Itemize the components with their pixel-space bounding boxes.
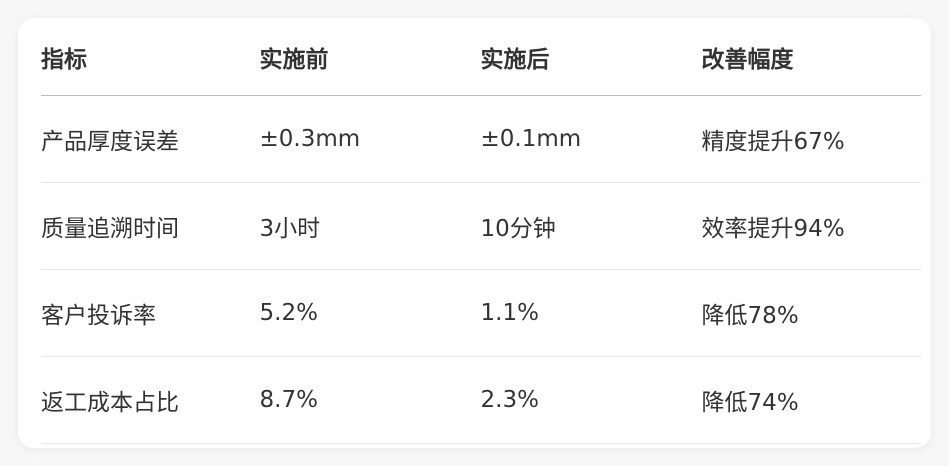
cell-after: 10分钟 xyxy=(480,182,702,270)
cell-after: ±0.1mm xyxy=(480,95,702,183)
cell-metric: 质量追溯时间 xyxy=(41,182,260,270)
cell-metric: 返工成本占比 xyxy=(41,356,260,444)
header-metric: 指标 xyxy=(41,18,260,96)
cell-before: 3小时 xyxy=(259,182,481,270)
cell-after: 1.1% xyxy=(480,269,702,357)
cell-before: 5.2% xyxy=(259,269,481,357)
header-before: 实施前 xyxy=(259,18,481,96)
table-row: 产品厚度误差 ±0.3mm ±0.1mm 精度提升67% xyxy=(41,95,921,183)
header-after: 实施后 xyxy=(480,18,702,96)
cell-before: 8.7% xyxy=(259,356,481,444)
table-row: 返工成本占比 8.7% 2.3% 降低74% xyxy=(41,356,921,444)
header-row: 指标 实施前 实施后 改善幅度 xyxy=(41,18,921,96)
cell-metric: 产品厚度误差 xyxy=(41,95,260,183)
table-row: 客户投诉率 5.2% 1.1% 降低78% xyxy=(41,269,921,357)
cell-after: 2.3% xyxy=(480,356,702,444)
cell-improvement: 效率提升94% xyxy=(701,182,921,270)
cell-metric: 客户投诉率 xyxy=(41,269,260,357)
cell-improvement: 降低74% xyxy=(701,356,921,444)
comparison-card: 指标 实施前 实施后 改善幅度 产品厚度误差 ±0.3mm ±0.1mm 精度提… xyxy=(18,18,931,448)
cell-before: ±0.3mm xyxy=(259,95,481,183)
cell-improvement: 降低78% xyxy=(701,269,921,357)
header-improvement: 改善幅度 xyxy=(701,18,921,96)
comparison-table: 指标 实施前 实施后 改善幅度 产品厚度误差 ±0.3mm ±0.1mm 精度提… xyxy=(41,18,921,444)
table-row: 质量追溯时间 3小时 10分钟 效率提升94% xyxy=(41,182,921,270)
cell-improvement: 精度提升67% xyxy=(701,95,921,183)
